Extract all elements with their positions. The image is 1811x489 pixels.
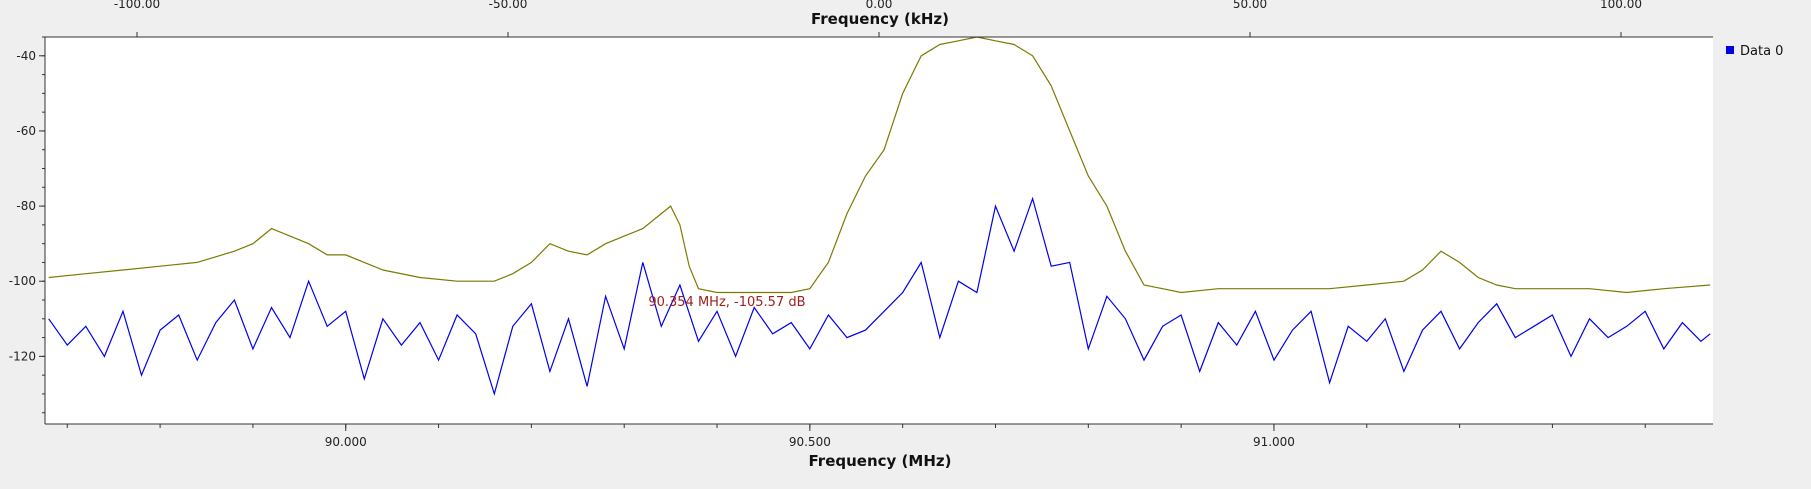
- marker-label: 90.354 MHz, -105.57 dB: [648, 295, 805, 310]
- y-tick-label: -40: [16, 49, 36, 63]
- x-tick-label: 91.000: [1253, 435, 1295, 449]
- x2-tick-label: 0.00: [866, 0, 893, 11]
- legend-swatch: [1726, 46, 1734, 54]
- y-tick-label: -120: [9, 349, 36, 363]
- series-line-1: [48, 36, 1711, 294]
- y-tick-label: -60: [16, 124, 36, 138]
- x-axis-title: Frequency (MHz): [809, 452, 952, 470]
- legend-label: Data 0: [1740, 44, 1783, 59]
- axis-layer: [39, 32, 1713, 431]
- x2-axis-title: Frequency (kHz): [811, 10, 949, 28]
- legend: Data 0: [1726, 44, 1783, 59]
- x-tick-label: 90.000: [325, 435, 367, 449]
- x2-tick-label: -100.00: [114, 0, 160, 11]
- series-layer: [48, 36, 1711, 397]
- plot-area: [45, 37, 1713, 424]
- x-tick-label: 90.500: [789, 435, 831, 449]
- y-tick-label: -80: [16, 199, 36, 213]
- x2-tick-label: 50.00: [1233, 0, 1267, 11]
- series-line-0: [48, 196, 1711, 397]
- x2-tick-label: -50.00: [489, 0, 528, 11]
- x2-tick-label: 100.00: [1600, 0, 1642, 11]
- y-tick-label: -100: [9, 274, 36, 288]
